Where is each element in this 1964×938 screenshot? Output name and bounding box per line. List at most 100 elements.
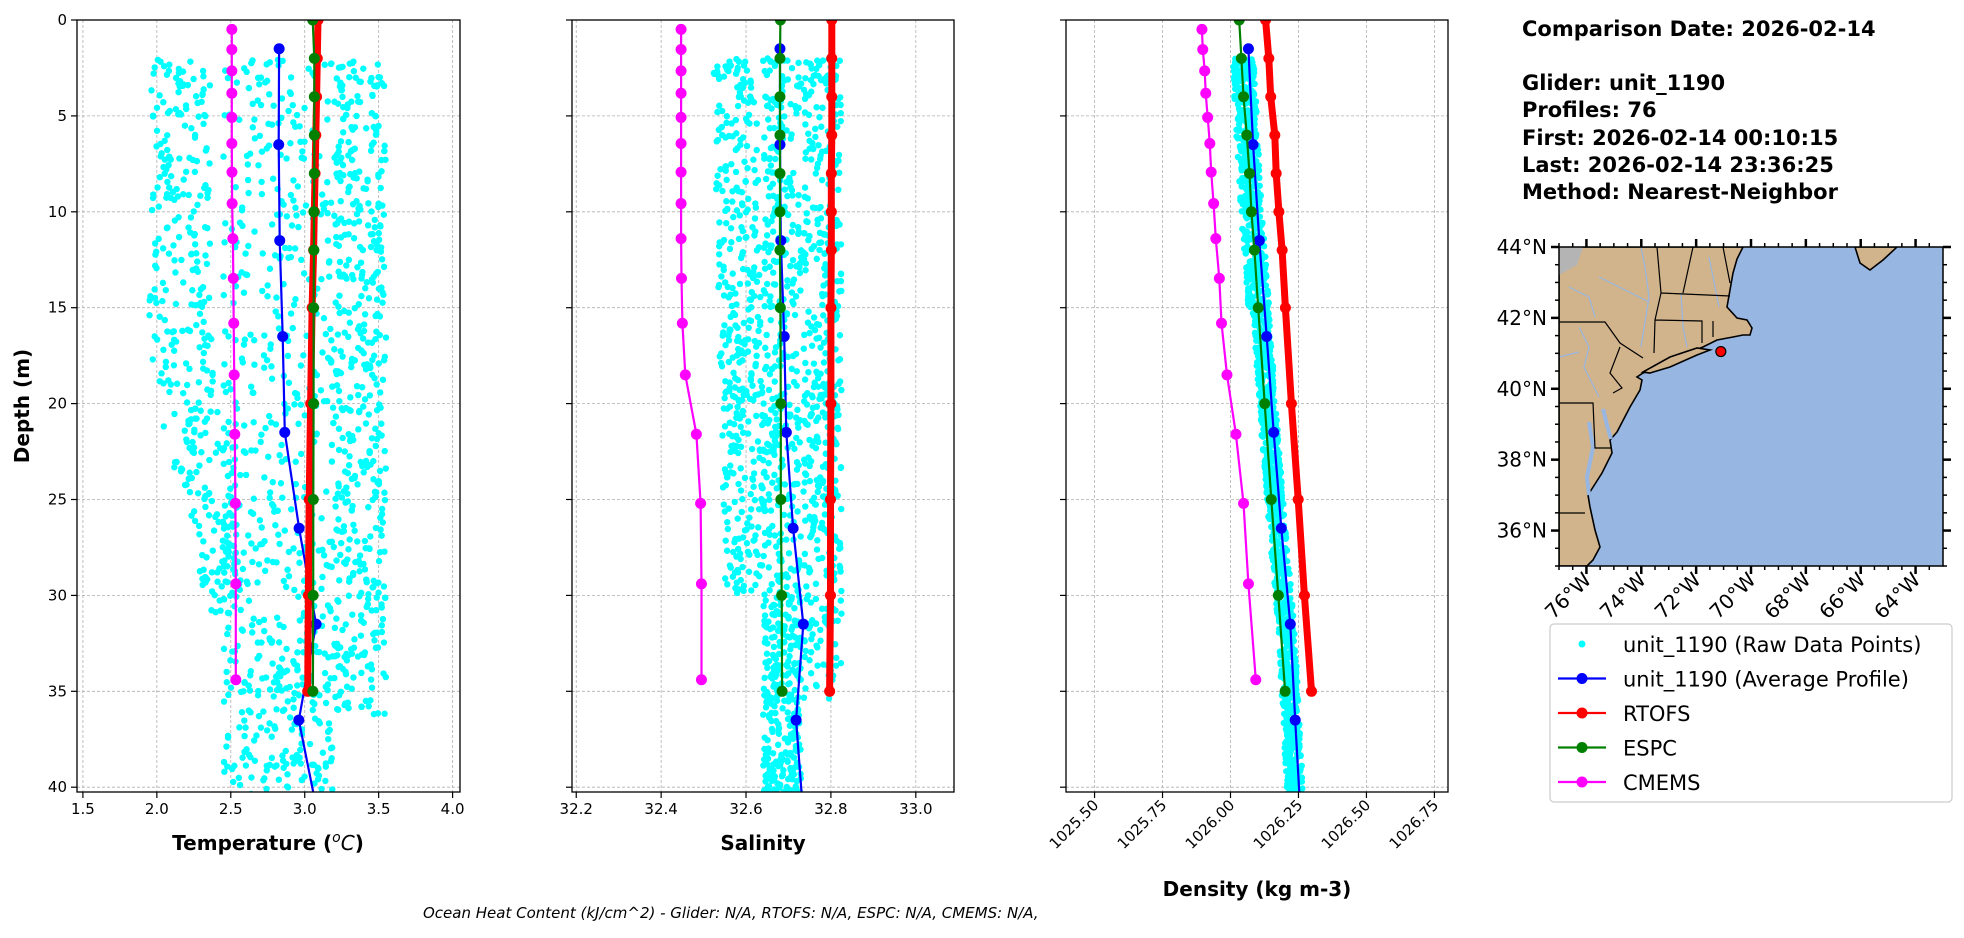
- raw-point: [792, 293, 800, 300]
- raw-point: [249, 510, 257, 517]
- salinity-x-label: Salinity: [720, 831, 805, 855]
- raw-point: [320, 552, 328, 559]
- raw-point: [739, 495, 746, 503]
- raw-point: [720, 292, 728, 299]
- raw-point: [242, 271, 249, 278]
- data-point: [308, 129, 320, 141]
- raw-point: [369, 92, 376, 100]
- raw-point: [290, 177, 297, 184]
- data-point: [1248, 244, 1260, 256]
- raw-point: [1280, 626, 1288, 634]
- raw-point: [770, 643, 778, 651]
- raw-point: [729, 270, 736, 277]
- raw-point: [723, 198, 730, 205]
- raw-point: [765, 386, 773, 394]
- raw-point: [266, 489, 274, 496]
- raw-point: [263, 762, 271, 770]
- raw-point: [238, 709, 246, 716]
- raw-point: [379, 299, 386, 306]
- raw-point: [151, 240, 159, 247]
- raw-point: [319, 191, 326, 198]
- raw-point: [766, 496, 773, 503]
- raw-point: [1281, 710, 1288, 718]
- raw-point: [163, 224, 171, 232]
- raw-point: [380, 583, 388, 590]
- raw-point: [194, 490, 202, 497]
- raw-point: [810, 242, 818, 250]
- raw-point: [358, 292, 365, 300]
- raw-point: [225, 418, 232, 426]
- raw-point: [187, 58, 194, 65]
- data-point: [675, 44, 687, 56]
- raw-point: [715, 281, 723, 289]
- raw-point: [724, 519, 731, 526]
- raw-point: [793, 110, 800, 117]
- raw-point: [781, 481, 789, 488]
- raw-point: [346, 536, 353, 543]
- raw-point: [313, 371, 321, 379]
- raw-point: [371, 82, 378, 90]
- raw-point: [754, 176, 762, 184]
- raw-point: [346, 453, 353, 460]
- raw-point: [760, 711, 767, 718]
- land-long-island: [1640, 347, 1714, 374]
- raw-point: [359, 383, 366, 391]
- raw-point: [801, 184, 809, 191]
- raw-point: [333, 526, 340, 533]
- raw-point: [255, 712, 263, 720]
- raw-point: [835, 380, 842, 388]
- raw-point: [354, 92, 361, 100]
- raw-point: [740, 582, 748, 590]
- raw-point: [255, 687, 262, 695]
- raw-point: [337, 197, 344, 205]
- land-canada: [1559, 247, 1583, 275]
- raw-point: [1282, 535, 1289, 542]
- raw-point: [817, 344, 824, 351]
- data-point: [1242, 578, 1254, 590]
- raw-point: [802, 647, 809, 655]
- raw-point: [324, 98, 331, 105]
- raw-point: [739, 385, 746, 392]
- x-tick-label: 3.0: [293, 800, 317, 818]
- raw-point: [251, 361, 258, 368]
- raw-point: [375, 360, 382, 367]
- raw-point: [362, 544, 369, 552]
- raw-point: [819, 409, 827, 416]
- raw-point: [359, 246, 367, 254]
- series-line: [679, 29, 703, 680]
- data-point: [1197, 44, 1209, 56]
- raw-point: [378, 432, 385, 439]
- raw-point: [382, 334, 390, 341]
- raw-point: [293, 212, 300, 219]
- raw-point: [220, 758, 228, 766]
- raw-point: [836, 332, 844, 339]
- raw-point: [187, 229, 194, 236]
- raw-point: [355, 218, 363, 225]
- raw-point: [232, 183, 239, 191]
- raw-point: [338, 273, 346, 280]
- raw-point: [256, 81, 263, 88]
- raw-point: [745, 418, 752, 425]
- raw-point: [290, 657, 297, 665]
- raw-point: [745, 568, 753, 575]
- raw-point: [276, 540, 283, 548]
- raw-point: [340, 523, 348, 530]
- raw-point: [268, 221, 276, 228]
- raw-point: [200, 318, 207, 326]
- raw-point: [258, 190, 266, 198]
- raw-point: [748, 587, 755, 594]
- raw-point: [351, 636, 358, 643]
- raw-point: [795, 424, 802, 431]
- raw-point: [372, 606, 380, 614]
- raw-point: [161, 316, 168, 324]
- raw-point: [271, 763, 278, 770]
- raw-point: [720, 501, 728, 508]
- raw-point: [256, 618, 263, 626]
- raw-point: [292, 204, 299, 212]
- raw-point: [731, 384, 739, 391]
- raw-point: [248, 801, 254, 807]
- raw-point: [1290, 778, 1298, 785]
- raw-point: [345, 333, 352, 341]
- raw-point: [267, 419, 275, 426]
- data-point: [1276, 244, 1288, 256]
